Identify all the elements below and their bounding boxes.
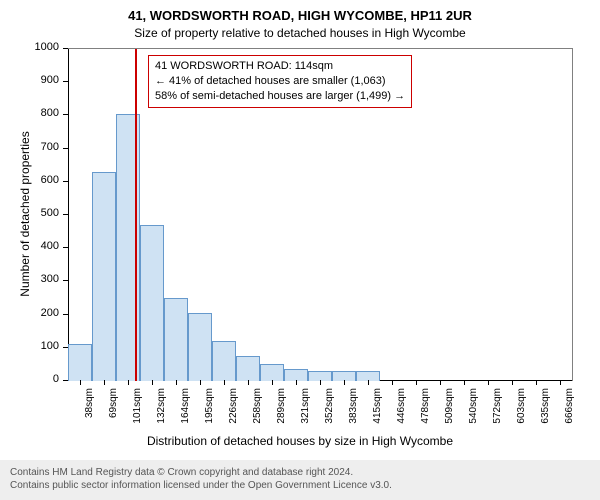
histogram-bar xyxy=(260,364,284,381)
y-tick-line xyxy=(63,181,68,182)
y-tick-label: 500 xyxy=(0,207,59,219)
y-tick-line xyxy=(63,81,68,82)
y-tick-line xyxy=(63,347,68,348)
y-tick-label: 600 xyxy=(0,174,59,186)
x-tick-line xyxy=(464,380,465,385)
histogram-bar xyxy=(92,172,116,381)
x-tick-line xyxy=(512,380,513,385)
y-tick-line xyxy=(63,380,68,381)
x-tick-line xyxy=(104,380,105,385)
x-tick-line xyxy=(320,380,321,385)
y-tick-line xyxy=(63,114,68,115)
x-tick-line xyxy=(392,380,393,385)
x-tick-line xyxy=(536,380,537,385)
chart-subtitle: Size of property relative to detached ho… xyxy=(0,26,600,40)
y-tick-line xyxy=(63,148,68,149)
plot-area: 41 WORDSWORTH ROAD: 114sqm← 41% of detac… xyxy=(68,48,573,381)
histogram-bar xyxy=(236,356,260,381)
histogram-bar xyxy=(68,344,92,381)
x-tick-line xyxy=(200,380,201,385)
chart-title: 41, WORDSWORTH ROAD, HIGH WYCOMBE, HP11 … xyxy=(0,8,600,23)
y-tick-label: 100 xyxy=(0,340,59,352)
x-tick-line xyxy=(368,380,369,385)
x-tick-line xyxy=(248,380,249,385)
annotation-line: 58% of semi-detached houses are larger (… xyxy=(155,89,405,104)
histogram-bar xyxy=(212,341,236,381)
annotation-line: 41 WORDSWORTH ROAD: 114sqm xyxy=(155,59,405,74)
x-tick-line xyxy=(488,380,489,385)
footer-line: Contains public sector information licen… xyxy=(10,479,590,492)
x-tick-line xyxy=(224,380,225,385)
property-marker-line xyxy=(135,49,137,381)
x-tick-line xyxy=(176,380,177,385)
y-tick-label: 300 xyxy=(0,273,59,285)
y-tick-line xyxy=(63,314,68,315)
footer-line: Contains HM Land Registry data © Crown c… xyxy=(10,466,590,479)
x-tick-line xyxy=(416,380,417,385)
x-tick-line xyxy=(272,380,273,385)
x-axis-label: Distribution of detached houses by size … xyxy=(0,434,600,448)
y-tick-label: 200 xyxy=(0,307,59,319)
histogram-bar xyxy=(188,313,212,381)
y-tick-label: 0 xyxy=(0,373,59,385)
x-tick-line xyxy=(560,380,561,385)
y-tick-label: 1000 xyxy=(0,41,59,53)
y-tick-label: 800 xyxy=(0,107,59,119)
x-tick-line xyxy=(344,380,345,385)
y-axis-line xyxy=(68,49,69,381)
x-tick-line xyxy=(296,380,297,385)
y-tick-label: 400 xyxy=(0,240,59,252)
y-tick-line xyxy=(63,280,68,281)
x-tick-line xyxy=(440,380,441,385)
annotation-line: ← 41% of detached houses are smaller (1,… xyxy=(155,74,405,89)
x-tick-line xyxy=(80,380,81,385)
annotation-box: 41 WORDSWORTH ROAD: 114sqm← 41% of detac… xyxy=(148,55,412,108)
y-tick-label: 900 xyxy=(0,74,59,86)
y-tick-line xyxy=(63,48,68,49)
y-tick-label: 700 xyxy=(0,141,59,153)
chart-root: 41, WORDSWORTH ROAD, HIGH WYCOMBE, HP11 … xyxy=(0,0,600,500)
footer-attribution: Contains HM Land Registry data © Crown c… xyxy=(0,460,600,500)
histogram-bar xyxy=(164,298,188,381)
y-tick-line xyxy=(63,247,68,248)
y-tick-line xyxy=(63,214,68,215)
x-tick-line xyxy=(128,380,129,385)
x-tick-line xyxy=(152,380,153,385)
histogram-bar xyxy=(140,225,164,381)
